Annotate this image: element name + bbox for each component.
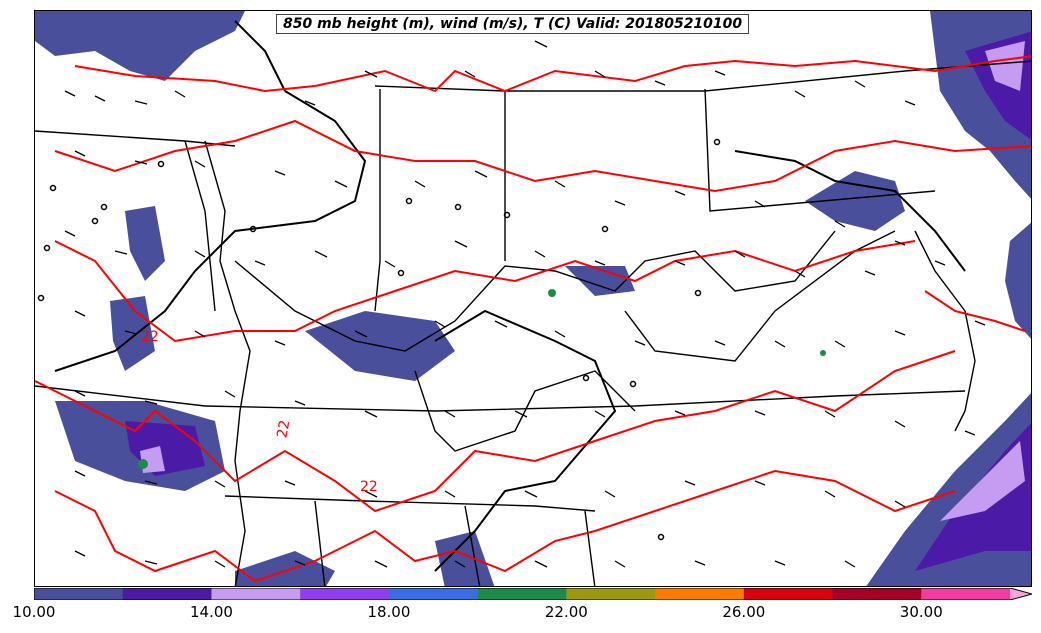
temp-contour-22b [54,469,956,583]
shade-west-strip [125,206,165,281]
map-title: 850 mb height (m), wind (m/s), T (C) Val… [276,14,750,34]
map-svg [35,11,1031,586]
state-line-tn-ky [204,390,966,412]
height-contour-2 [434,309,617,572]
colorbar-tick-label: 14.00 [189,603,233,621]
colorbar-segment [566,588,656,600]
contour-label-22-b: 22 [274,418,294,440]
colorbar-segment [122,588,212,600]
colorbar-segment [211,588,301,600]
shade-green-spot-2 [548,289,556,297]
shade-green-spot-3 [820,350,826,356]
state-line-south [224,495,596,586]
colorbar-segment [477,588,567,600]
boundaries [35,60,1031,586]
colorbar-segment [655,588,745,600]
colorbar-segment [34,588,124,600]
state-line-west [35,140,216,407]
shade-east-edge [1005,222,1031,339]
temperature-contours [35,55,1031,583]
state-line-north [35,60,1031,147]
colorbar-tick-label: 30.00 [899,603,943,621]
colorbar [34,588,1032,600]
contour-label-22-c: 22 [360,479,378,495]
river-ohio [234,230,836,352]
colorbar-tick-label: 26.00 [722,603,766,621]
colorbar-tick-label: 18.00 [367,603,411,621]
shade-southeast-lavender [940,441,1025,521]
shade-northeast-lavender [985,41,1025,91]
river-tennessee [414,370,636,452]
river-mississippi [204,140,251,586]
colorbar-segment [921,588,1011,600]
temp-contour-north [74,55,1031,93]
colorbar-extension [1010,588,1032,600]
contour-label-22-a: 22 [141,329,159,345]
shade-south-1 [235,551,335,586]
colorbar-segment [300,588,390,600]
calm-markers [37,138,721,541]
border-kentucky-wv [624,230,896,362]
wind-barbs [64,40,986,568]
height-contour-3 [734,150,966,272]
height-contours [54,20,966,572]
shade-south-2 [435,531,495,586]
shade-green-spot-1 [138,459,148,469]
shade-northwest [35,11,245,81]
colorbar-segment [388,588,479,600]
temp-contour-mid [54,119,1031,193]
temp-contour-22a [35,350,956,513]
height-contour-1 [54,20,367,372]
temp-contour-east [924,290,1026,332]
coast-east [914,230,976,432]
colorbar-segment [743,588,834,600]
temp-contour-south [54,240,916,343]
colorbar-border [34,588,1032,600]
state-line-ohio-east [704,88,936,212]
colorbar-tick-label: 10.00 [12,603,56,621]
map-panel: 22 22 22 [34,10,1032,587]
state-line-indiana-west [374,89,381,312]
shade-wv [805,171,905,231]
colorbar-segment [832,588,922,600]
colorbar-tick-label: 22.00 [544,603,588,621]
